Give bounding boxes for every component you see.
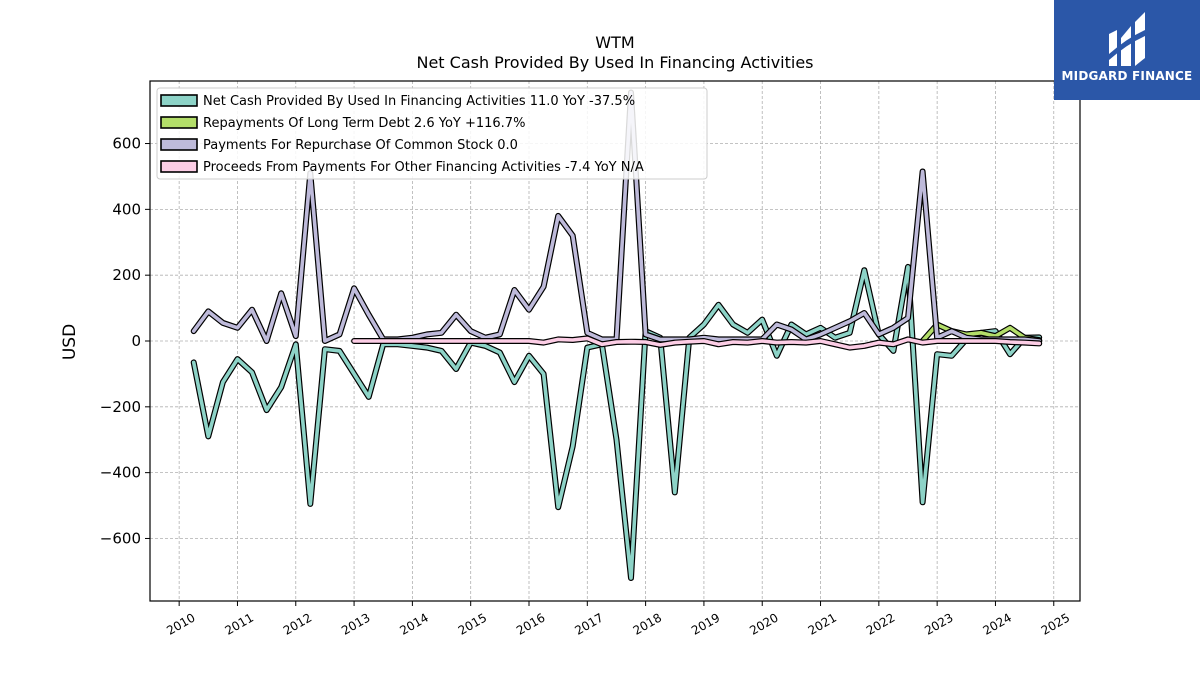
chart-subtitle: Net Cash Provided By Used In Financing A… xyxy=(416,53,813,72)
legend-label: Net Cash Provided By Used In Financing A… xyxy=(203,94,635,109)
legend-swatch xyxy=(160,160,198,173)
y-tick-label: 400 xyxy=(112,200,141,218)
x-tick-label: 2010 xyxy=(164,610,197,637)
x-tick-label: 2014 xyxy=(397,610,430,637)
midgard-logo-mark-icon xyxy=(1109,12,1145,66)
x-tick-label: 2018 xyxy=(631,610,664,637)
legend-swatch xyxy=(160,116,198,129)
x-tick-label: 2019 xyxy=(689,610,722,637)
y-tick-label: −600 xyxy=(100,529,141,547)
y-axis-label: USD xyxy=(60,324,80,360)
x-tick-label: 2024 xyxy=(981,610,1014,637)
legend-swatch xyxy=(160,138,198,151)
y-tick-label: −200 xyxy=(100,398,141,416)
legend-swatch xyxy=(160,94,198,107)
legend-label: Proceeds From Payments For Other Financi… xyxy=(203,160,644,175)
x-tick-label: 2023 xyxy=(922,610,955,637)
series-line-4 xyxy=(352,336,1041,350)
x-tick-label: 2017 xyxy=(572,610,605,637)
x-tick-label: 2025 xyxy=(1039,610,1072,637)
x-tick-label: 2013 xyxy=(339,610,372,637)
midgard-logo: MIDGARD FINANCE xyxy=(1054,0,1200,100)
x-tick-label: 2015 xyxy=(456,610,489,637)
x-tick-label: 2020 xyxy=(747,610,780,637)
x-tick-label: 2016 xyxy=(514,610,547,637)
series-lines xyxy=(190,89,1043,581)
x-tick-label: 2021 xyxy=(806,610,839,637)
y-tick-label: 600 xyxy=(112,135,141,153)
legend-label: Repayments Of Long Term Debt 2.6 YoY +11… xyxy=(203,116,525,131)
y-tick-label: −400 xyxy=(100,464,141,482)
brand-name: MIDGARD FINANCE xyxy=(1061,69,1193,83)
x-tick-label: 2011 xyxy=(223,610,256,637)
legend: Net Cash Provided By Used In Financing A… xyxy=(156,87,708,180)
y-tick-label: 200 xyxy=(112,266,141,284)
series-line-2 xyxy=(920,322,1041,343)
x-tick-label: 2012 xyxy=(281,610,314,637)
chart-title: WTM xyxy=(595,33,634,52)
y-tick-label: 0 xyxy=(131,332,141,350)
legend-label: Payments For Repurchase Of Common Stock … xyxy=(203,138,518,153)
x-tick-label: 2022 xyxy=(864,610,897,637)
legend-box xyxy=(156,87,708,180)
